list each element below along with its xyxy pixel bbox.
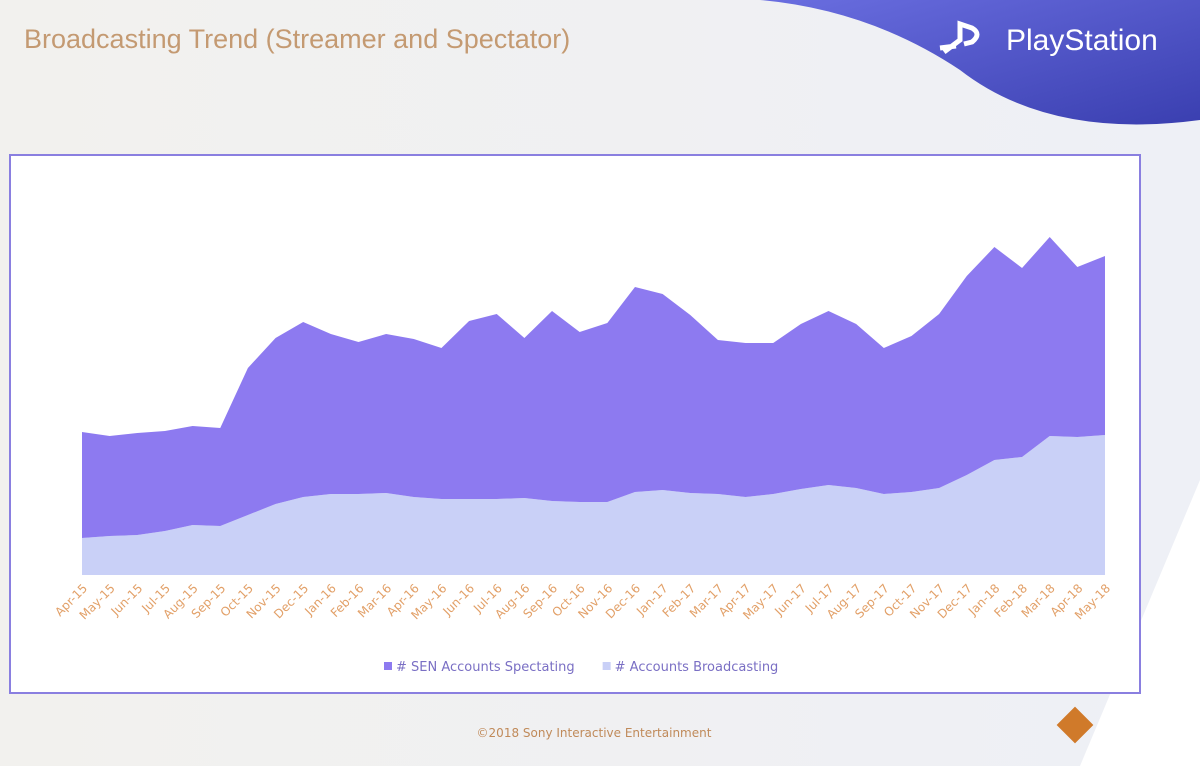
- brand-logo: [939, 20, 980, 54]
- area: [82, 435, 1105, 575]
- sony-mark: [1056, 706, 1094, 744]
- slide-title: Broadcasting Trend (Streamer and Spectat…: [24, 24, 570, 54]
- legend-label: # Accounts Broadcasting: [615, 660, 779, 675]
- header-wave: [760, 0, 1200, 125]
- brand: PlayStation: [1006, 24, 1158, 57]
- legend-label: # SEN Accounts Spectating: [396, 660, 575, 675]
- copyright: ©2018 Sony Interactive Entertainment: [477, 726, 712, 740]
- area: [82, 237, 1105, 538]
- legend-swatch: [384, 662, 392, 670]
- legend-swatch: [602, 662, 611, 670]
